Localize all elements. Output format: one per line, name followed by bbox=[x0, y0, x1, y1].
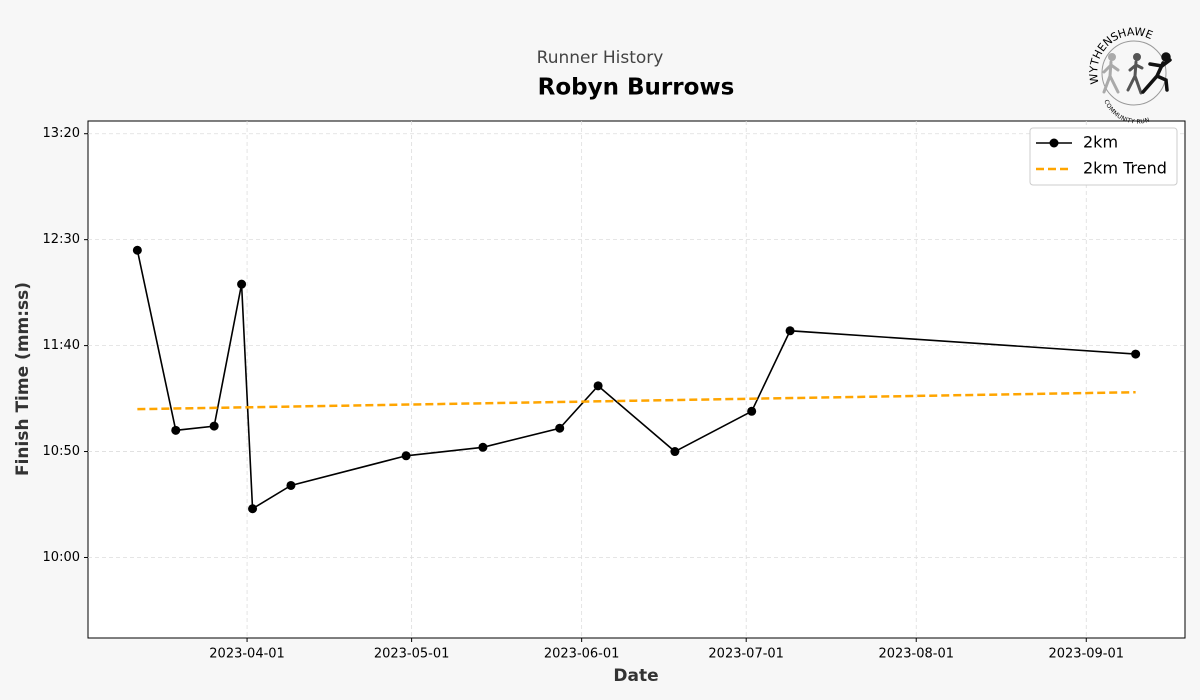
grid bbox=[88, 121, 1185, 638]
legend-label: 2km Trend bbox=[1083, 159, 1167, 178]
y-tick-label: 10:00 bbox=[43, 550, 80, 565]
x-tick-label: 2023-07-01 bbox=[708, 647, 784, 662]
plot-area bbox=[87, 120, 1186, 639]
data-point bbox=[785, 326, 795, 336]
data-point bbox=[237, 279, 247, 289]
data-point bbox=[555, 423, 565, 433]
x-tick-label: 2023-08-01 bbox=[878, 647, 954, 662]
legend-label: 2km bbox=[1083, 133, 1118, 152]
x-tick-label: 2023-09-01 bbox=[1048, 647, 1124, 662]
x-axis-label: Date bbox=[613, 666, 658, 686]
series-line bbox=[136, 250, 1136, 511]
chart-title: Robyn Burrows bbox=[538, 75, 735, 101]
data-point bbox=[286, 480, 296, 490]
data-point bbox=[171, 425, 181, 435]
y-tick-label: 13:20 bbox=[43, 126, 80, 141]
legend-marker bbox=[1049, 138, 1059, 148]
y-tick-label: 12:30 bbox=[43, 232, 80, 247]
y-tick-label: 11:40 bbox=[43, 338, 80, 353]
data-point bbox=[593, 381, 603, 391]
y-axis-label: Finish Time (mm:ss) bbox=[13, 282, 33, 476]
data-point bbox=[670, 447, 680, 457]
data-point bbox=[1131, 349, 1141, 359]
data-point bbox=[248, 504, 258, 514]
x-tick-label: 2023-04-01 bbox=[209, 647, 285, 662]
data-point bbox=[401, 451, 411, 461]
x-tick-label: 2023-05-01 bbox=[374, 647, 450, 662]
data-point bbox=[132, 245, 142, 255]
legend: 2km 2km Trend bbox=[1029, 127, 1178, 186]
data-point bbox=[209, 421, 219, 431]
data-point bbox=[478, 442, 488, 452]
logo-runners bbox=[1102, 52, 1172, 95]
series-line bbox=[137, 390, 1136, 411]
data-point bbox=[747, 406, 757, 416]
chart-subtitle: Runner History bbox=[537, 48, 664, 68]
x-tick-label: 2023-06-01 bbox=[544, 647, 620, 662]
logo-ring bbox=[1101, 40, 1167, 106]
y-tick-label: 10:50 bbox=[43, 444, 80, 459]
